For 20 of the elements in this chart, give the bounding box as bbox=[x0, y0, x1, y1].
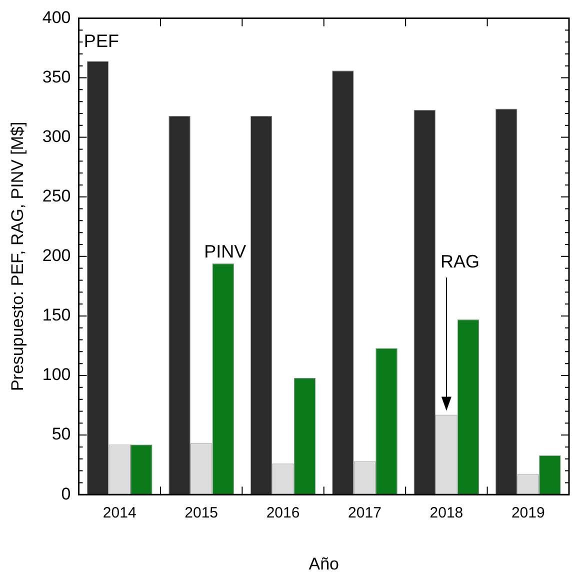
y-axis-title: Presupuesto: PEF, RAG, PINV [M$] bbox=[8, 122, 27, 392]
y-tick-label: 50 bbox=[52, 424, 71, 444]
x-tick-label: 2018 bbox=[430, 504, 464, 522]
x-tick-label: 2014 bbox=[102, 504, 136, 522]
y-tick-label: 200 bbox=[42, 246, 71, 266]
text: RAG bbox=[440, 252, 480, 272]
y-tick-label: 150 bbox=[42, 306, 71, 325]
y-tick-label: 350 bbox=[42, 67, 71, 86]
y-tick-label: 400 bbox=[42, 8, 71, 27]
series-label: PINV bbox=[204, 242, 246, 262]
series-label: PEF bbox=[84, 31, 119, 52]
x-tick-label: 2019 bbox=[511, 504, 545, 522]
y-tick-label: 0 bbox=[61, 484, 71, 504]
y-tick-label: 100 bbox=[42, 365, 71, 384]
x-axis-title: Año bbox=[308, 554, 340, 574]
x-tick-label: 2016 bbox=[266, 504, 300, 522]
x-tick-label: 2015 bbox=[184, 504, 218, 522]
x-tick-label: 2017 bbox=[348, 504, 382, 522]
y-tick-label: 250 bbox=[42, 186, 71, 206]
y-tick-label: 300 bbox=[42, 126, 71, 146]
